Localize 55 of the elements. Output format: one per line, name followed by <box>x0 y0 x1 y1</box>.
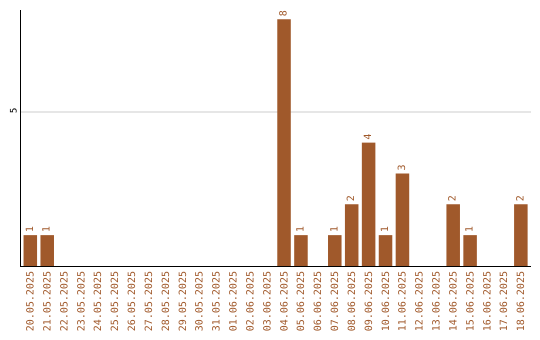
data-label: 2 <box>346 195 358 202</box>
data-label: 1 <box>464 226 476 232</box>
x-tick-label: 23.05.2025 <box>76 271 88 332</box>
bar <box>378 235 392 266</box>
x-tick-label: 30.05.2025 <box>194 271 206 332</box>
x-tick-label: 12.06.2025 <box>414 271 426 332</box>
bar <box>446 204 460 266</box>
data-label: 4 <box>363 134 374 140</box>
bar <box>328 235 342 266</box>
x-tick-label: 06.06.2025 <box>313 271 324 332</box>
y-tick-label: 5 <box>9 108 20 114</box>
bar <box>277 19 291 266</box>
bar <box>514 204 528 266</box>
x-tick-label: 27.05.2025 <box>144 271 155 332</box>
x-tick-label: 01.06.2025 <box>228 271 240 332</box>
x-tick-label: 02.06.2025 <box>245 271 256 332</box>
x-tick-label: 03.06.2025 <box>262 271 274 332</box>
bar <box>362 142 376 266</box>
bar <box>344 204 358 266</box>
x-tick-label: 29.05.2025 <box>178 271 189 332</box>
x-tick-label: 17.06.2025 <box>499 271 510 332</box>
x-tick-label: 16.06.2025 <box>482 271 494 332</box>
x-tick-label: 13.06.2025 <box>432 271 443 332</box>
x-tick-label: 09.06.2025 <box>364 271 375 332</box>
x-tick-label: 20.05.2025 <box>26 271 37 332</box>
x-tick-label: 26.05.2025 <box>127 271 138 332</box>
bar <box>396 173 410 266</box>
x-tick-label: 07.06.2025 <box>330 271 342 332</box>
bar <box>463 235 477 266</box>
data-label: 3 <box>396 164 408 170</box>
data-label: 2 <box>448 195 459 202</box>
x-tick-label: 14.06.2025 <box>448 271 460 332</box>
data-label: 1 <box>329 226 340 232</box>
x-tick-label: 05.06.2025 <box>296 271 308 332</box>
x-tick-label: 11.06.2025 <box>398 271 409 332</box>
x-tick-label: 18.06.2025 <box>516 271 528 332</box>
x-tick-label: 04.06.2025 <box>279 271 290 332</box>
data-label: 1 <box>380 226 392 232</box>
data-label: 8 <box>278 10 290 16</box>
data-label: 1 <box>295 226 306 232</box>
x-tick-label: 22.05.2025 <box>59 271 70 332</box>
x-tick-label: 08.06.2025 <box>346 271 358 332</box>
x-tick-label: 21.05.2025 <box>42 271 54 332</box>
x-tick-label: 28.05.2025 <box>160 271 172 332</box>
x-tick-label: 31.05.2025 <box>212 271 223 332</box>
data-label: 1 <box>24 226 36 232</box>
data-label: 1 <box>42 226 53 232</box>
bar <box>24 235 38 266</box>
x-tick-label: 10.06.2025 <box>380 271 392 332</box>
x-tick-label: 24.05.2025 <box>93 271 104 332</box>
bar <box>294 235 308 266</box>
x-tick-label: 15.06.2025 <box>465 271 476 332</box>
data-label: 2 <box>515 195 526 202</box>
x-tick-label: 25.05.2025 <box>110 271 122 332</box>
bar <box>40 235 54 266</box>
